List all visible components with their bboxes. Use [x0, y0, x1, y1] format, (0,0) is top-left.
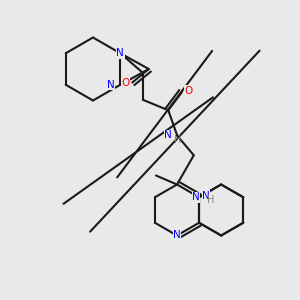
Text: N: N — [164, 130, 172, 140]
Text: N: N — [192, 192, 200, 202]
Text: N: N — [116, 48, 124, 58]
Text: N: N — [202, 191, 210, 201]
Text: H: H — [120, 80, 128, 90]
Text: O: O — [122, 77, 130, 88]
Text: O: O — [184, 86, 193, 96]
Text: H: H — [207, 195, 214, 205]
Text: H: H — [174, 135, 182, 145]
Text: N: N — [107, 80, 115, 90]
Text: N: N — [173, 230, 181, 241]
